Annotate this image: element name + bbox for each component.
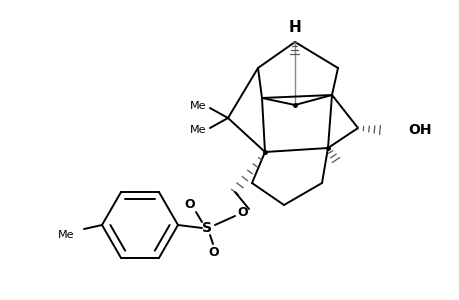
Text: Me: Me (57, 230, 74, 240)
Text: S: S (202, 221, 212, 235)
Text: O: O (184, 199, 195, 212)
Text: Me: Me (189, 125, 206, 135)
Text: H: H (288, 20, 301, 35)
Text: O: O (208, 245, 219, 259)
Text: OH: OH (407, 123, 431, 137)
Text: O: O (237, 206, 248, 220)
Text: Me: Me (189, 101, 206, 111)
